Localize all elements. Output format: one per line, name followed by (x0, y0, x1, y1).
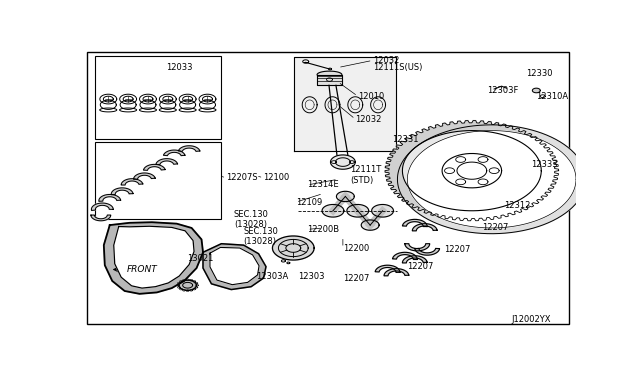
Polygon shape (403, 219, 428, 227)
Bar (95, 142, 221, 219)
Polygon shape (121, 179, 143, 185)
Text: 12303: 12303 (298, 272, 324, 281)
Polygon shape (156, 158, 177, 164)
Text: 12111T
(STD): 12111T (STD) (350, 165, 381, 185)
Polygon shape (210, 247, 259, 285)
Text: 12010: 12010 (358, 92, 384, 101)
Polygon shape (273, 236, 314, 260)
Text: 12032: 12032 (372, 56, 399, 65)
Polygon shape (203, 244, 266, 289)
Polygon shape (294, 57, 396, 151)
Text: 12200B: 12200B (307, 225, 339, 234)
Text: J12002YX: J12002YX (511, 315, 551, 324)
Text: 13021: 13021 (187, 254, 213, 263)
Text: 12207: 12207 (445, 245, 471, 254)
Polygon shape (322, 205, 344, 217)
Polygon shape (372, 205, 394, 217)
Polygon shape (317, 71, 342, 75)
Polygon shape (317, 75, 342, 85)
Polygon shape (347, 205, 369, 217)
Text: 12330: 12330 (527, 69, 553, 78)
Text: 12333: 12333 (531, 160, 558, 169)
Polygon shape (375, 265, 400, 272)
Text: 12331: 12331 (392, 135, 419, 144)
Polygon shape (330, 155, 355, 169)
Polygon shape (412, 224, 437, 231)
Polygon shape (415, 248, 440, 255)
Text: SEC.130
(13028): SEC.130 (13028) (244, 227, 278, 246)
Polygon shape (385, 121, 559, 221)
Text: 12032: 12032 (355, 115, 381, 124)
Text: 12033: 12033 (166, 63, 193, 72)
Polygon shape (99, 195, 120, 201)
Polygon shape (403, 256, 427, 263)
Text: 12200: 12200 (343, 244, 369, 253)
Text: 12303A: 12303A (256, 272, 289, 281)
Polygon shape (408, 131, 576, 228)
Text: FRONT: FRONT (127, 265, 158, 274)
Polygon shape (91, 215, 111, 221)
Text: 12207: 12207 (408, 262, 434, 271)
Polygon shape (111, 188, 133, 195)
Text: SEC.130
(13028): SEC.130 (13028) (234, 210, 269, 229)
Text: 12314E: 12314E (307, 180, 339, 189)
Text: 12207: 12207 (343, 273, 369, 283)
Polygon shape (405, 244, 429, 251)
Polygon shape (104, 222, 203, 294)
Polygon shape (179, 146, 200, 151)
Text: 12111S(US): 12111S(US) (372, 63, 422, 72)
Polygon shape (337, 191, 355, 202)
Bar (95, 56, 221, 139)
Polygon shape (179, 280, 196, 291)
Polygon shape (397, 125, 586, 234)
Polygon shape (163, 150, 185, 155)
Polygon shape (143, 164, 165, 170)
Polygon shape (392, 252, 417, 260)
Polygon shape (114, 226, 194, 288)
Text: 12207: 12207 (482, 224, 508, 232)
Polygon shape (361, 220, 379, 230)
Polygon shape (532, 88, 540, 93)
Text: 12310A: 12310A (536, 92, 568, 101)
Text: 12207S: 12207S (227, 173, 258, 182)
Polygon shape (403, 131, 541, 211)
Text: 12100: 12100 (264, 173, 290, 182)
Text: 12109: 12109 (296, 198, 322, 207)
Polygon shape (92, 203, 113, 211)
Text: 12303F: 12303F (486, 86, 518, 95)
Polygon shape (384, 269, 409, 276)
Polygon shape (134, 173, 156, 179)
Text: 12312: 12312 (504, 201, 531, 209)
